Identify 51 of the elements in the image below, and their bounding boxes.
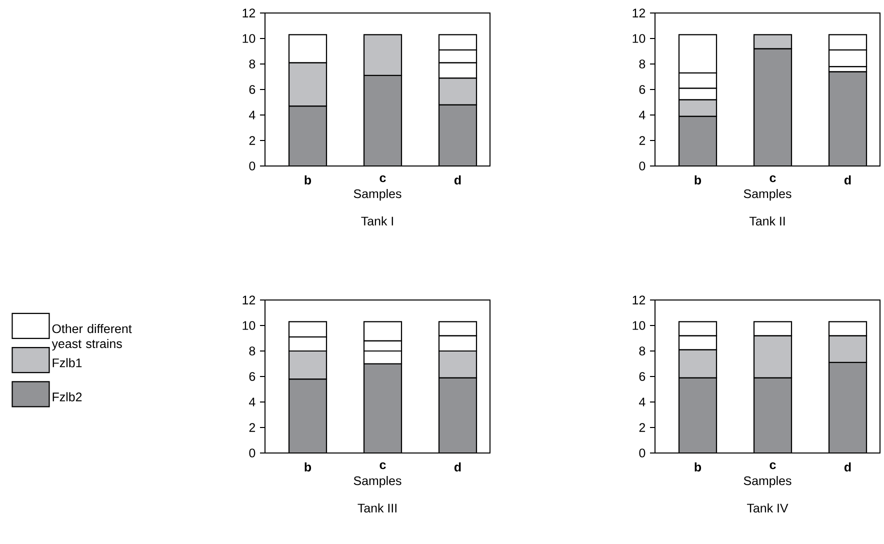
legend-label: Fzlb1 <box>52 358 82 368</box>
x-axis-title: Samples <box>744 476 792 488</box>
x-tick-label: d <box>844 175 851 184</box>
text: Tank I <box>361 216 393 226</box>
legend-label: Fzlb2 <box>52 392 82 402</box>
y-tick-label: 8 <box>249 346 256 356</box>
text: Tank IV <box>747 503 788 513</box>
x-tick-label: b <box>304 175 312 184</box>
y-tick-label: 6 <box>249 85 256 94</box>
y-tick-label: 12 <box>242 8 256 18</box>
y-tick-label: 8 <box>639 60 646 68</box>
y-tick-label: 10 <box>242 321 256 330</box>
y-tick-label: 4 <box>249 110 256 120</box>
y-tick-label: 6 <box>249 372 256 381</box>
x-tick-label: c <box>770 462 776 470</box>
y-tick-label: 4 <box>639 110 646 120</box>
x-tick-label: d <box>454 175 461 184</box>
y-tick-label: 12 <box>632 296 646 304</box>
y-tick-label: 8 <box>639 346 646 356</box>
y-tick-label: 2 <box>249 423 256 432</box>
text: Tank III <box>358 503 396 513</box>
x-tick-label: c <box>380 175 386 182</box>
x-axis-title: Samples <box>744 188 792 201</box>
y-tick-label: 10 <box>632 34 646 43</box>
x-tick-label: c <box>770 175 776 182</box>
text: Tank II <box>749 216 785 226</box>
y-tick-label: 4 <box>639 398 646 406</box>
y-tick-label: 6 <box>639 85 646 94</box>
y-tick-label: 12 <box>632 8 646 18</box>
y-tick-label: 0 <box>249 448 256 458</box>
y-tick-label: 6 <box>639 372 646 381</box>
y-tick-label: 2 <box>639 136 646 145</box>
x-axis-title: Samples <box>354 188 402 201</box>
x-axis-title: Samples <box>354 476 402 488</box>
legend-label: Other different yeast strains <box>52 324 132 351</box>
y-tick-label: 10 <box>242 34 256 43</box>
x-tick-label: d <box>844 462 851 472</box>
y-tick-label: 0 <box>249 162 256 170</box>
y-tick-label: 0 <box>639 162 646 170</box>
y-tick-label: 10 <box>632 321 646 330</box>
x-tick-label: b <box>304 462 312 472</box>
y-tick-label: 2 <box>639 423 646 432</box>
x-tick-label: d <box>454 462 461 472</box>
y-tick-label: 12 <box>242 296 256 304</box>
x-tick-label: b <box>694 175 702 184</box>
x-tick-label: c <box>380 462 386 470</box>
y-tick-label: 2 <box>249 136 256 145</box>
x-tick-label: b <box>694 462 702 472</box>
y-tick-label: 0 <box>639 448 646 458</box>
y-tick-label: 8 <box>249 60 256 68</box>
y-tick-label: 4 <box>249 398 256 406</box>
